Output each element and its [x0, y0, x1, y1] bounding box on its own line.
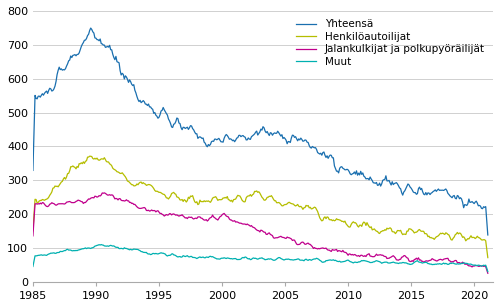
Jalankulkijat ja polkupyöräilijät [241, 222, 247, 226]
Jalankulkijat ja polkupyöräilijät [137, 207, 143, 210]
Jalankulkijat ja polkupyöräilijät [226, 217, 232, 221]
Yhteensä [485, 233, 491, 237]
Henkilöautoilijat [30, 229, 36, 233]
Yhteensä [137, 99, 143, 102]
Line: Henkilöautoilijat: Henkilöautoilijat [33, 156, 488, 257]
Yhteensä [226, 137, 232, 141]
Muut [68, 248, 73, 252]
Jalankulkijat ja polkupyöräilijät [30, 234, 36, 238]
Line: Yhteensä: Yhteensä [33, 28, 488, 235]
Muut [226, 257, 232, 260]
Muut [98, 243, 104, 246]
Legend: Yhteensä, Henkilöautoilijat, Jalankulkijat ja polkupyöräilijät, Muut: Yhteensä, Henkilöautoilijat, Jalankulkij… [292, 16, 488, 70]
Jalankulkijat ja polkupyöräilijät [485, 271, 491, 275]
Henkilöautoilijat [68, 165, 73, 168]
Muut [241, 256, 247, 260]
Muut [304, 258, 310, 262]
Muut [485, 270, 491, 274]
Muut [137, 249, 143, 253]
Line: Muut: Muut [33, 245, 488, 272]
Yhteensä [312, 146, 318, 150]
Yhteensä [30, 168, 36, 172]
Muut [312, 257, 318, 261]
Yhteensä [241, 135, 247, 139]
Yhteensä [304, 140, 310, 144]
Jalankulkijat ja polkupyöräilijät [304, 241, 310, 245]
Jalankulkijat ja polkupyöräilijät [68, 200, 73, 204]
Henkilöautoilijat [137, 180, 143, 184]
Muut [30, 265, 36, 268]
Henkilöautoilijat [241, 200, 247, 204]
Line: Jalankulkijat ja polkupyöräilijät: Jalankulkijat ja polkupyöräilijät [33, 193, 488, 273]
Yhteensä [88, 26, 94, 30]
Henkilöautoilijat [304, 204, 310, 208]
Henkilöautoilijat [86, 154, 92, 158]
Yhteensä [68, 54, 73, 58]
Henkilöautoilijat [226, 198, 232, 202]
Jalankulkijat ja polkupyöräilijät [312, 246, 318, 249]
Jalankulkijat ja polkupyöräilijät [102, 191, 107, 195]
Henkilöautoilijat [312, 205, 318, 209]
Henkilöautoilijat [485, 256, 491, 259]
